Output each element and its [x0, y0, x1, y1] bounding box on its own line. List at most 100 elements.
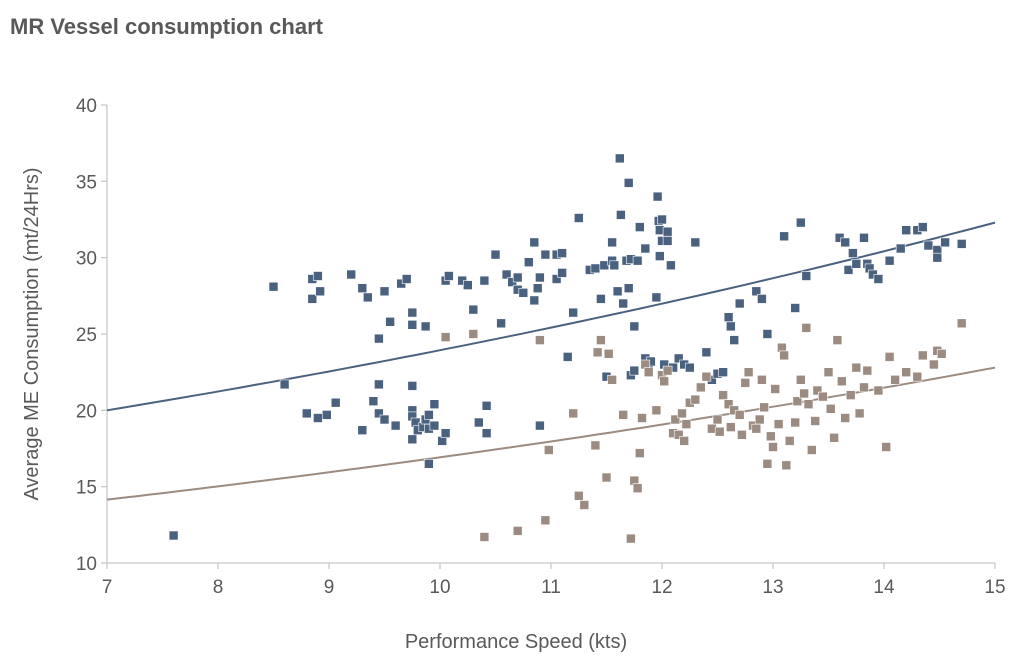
data-point: [862, 365, 873, 376]
y-axis-title: Average ME Consumption (mt/24Hrs): [21, 167, 43, 500]
data-point: [718, 367, 728, 378]
data-point: [657, 214, 667, 225]
data-point: [379, 414, 390, 425]
data-point: [301, 408, 312, 419]
data-point: [723, 312, 734, 323]
data-point: [734, 298, 745, 309]
data-point: [279, 379, 290, 390]
data-point: [662, 236, 673, 246]
data-point: [681, 419, 692, 429]
data-point: [440, 332, 451, 342]
data-point: [535, 420, 545, 431]
data-point: [812, 385, 823, 396]
data-point: [607, 237, 617, 248]
data-point: [614, 153, 625, 164]
data-point: [651, 292, 662, 303]
data-point: [479, 275, 490, 286]
data-point: [368, 396, 379, 407]
data-point: [734, 410, 745, 420]
y-tick-label: 30: [76, 249, 97, 270]
data-point: [662, 365, 673, 376]
data-point: [743, 367, 754, 378]
data-point: [873, 274, 884, 284]
data-point: [801, 271, 812, 281]
x-tick-label: 11: [541, 577, 561, 598]
data-point: [601, 472, 612, 483]
data-point: [623, 178, 634, 188]
data-point: [590, 263, 601, 274]
y-tick-label: 20: [76, 401, 97, 422]
data-point: [512, 526, 523, 536]
data-point: [462, 280, 473, 290]
data-point: [666, 260, 676, 271]
data-point: [901, 367, 912, 378]
data-point: [725, 422, 736, 432]
data-point: [825, 403, 836, 414]
data-point: [654, 251, 665, 261]
data-point: [618, 410, 629, 420]
data-point: [751, 423, 762, 434]
data-point: [374, 408, 384, 419]
data-point: [917, 350, 928, 361]
data-point: [956, 239, 967, 249]
data-point: [884, 255, 895, 266]
data-point: [848, 248, 858, 258]
x-tick-label: 15: [984, 577, 1005, 598]
data-point: [401, 274, 412, 284]
x-axis-title: Performance Speed (kts): [405, 631, 627, 653]
data-point: [751, 286, 762, 297]
data-point: [690, 237, 701, 248]
data-point: [626, 533, 636, 544]
data-point: [632, 255, 643, 266]
data-point: [632, 483, 643, 494]
data-point: [714, 426, 725, 437]
data-point: [535, 272, 545, 283]
data-point: [634, 448, 645, 458]
data-point: [784, 436, 795, 446]
data-point: [444, 271, 454, 281]
data-point: [859, 233, 869, 243]
data-point: [662, 226, 673, 237]
data-point: [901, 225, 912, 235]
data-point: [795, 217, 806, 228]
data-point: [836, 376, 847, 387]
trendline-series-a: [106, 221, 996, 412]
data-point: [759, 402, 769, 413]
data-point: [932, 252, 943, 263]
data-point: [884, 352, 895, 362]
data-point: [562, 352, 573, 362]
chart-title: MR Vessel consumption chart: [10, 14, 323, 39]
data-point: [845, 390, 856, 400]
data-point: [873, 385, 884, 396]
data-point: [629, 365, 640, 376]
data-point: [695, 382, 706, 393]
data-point: [829, 432, 839, 443]
data-point: [551, 274, 562, 284]
data-point: [936, 348, 947, 359]
data-point: [330, 397, 341, 408]
data-point: [806, 445, 817, 455]
data-point: [670, 414, 681, 425]
data-point: [652, 191, 663, 202]
data-point: [651, 405, 662, 416]
x-tick-label: 9: [324, 577, 335, 598]
data-point: [765, 431, 776, 442]
data-point: [532, 283, 543, 294]
data-point: [523, 257, 534, 268]
data-point: [362, 292, 373, 303]
data-point: [768, 442, 778, 452]
data-point: [429, 399, 440, 410]
data-point: [616, 210, 626, 220]
data-point: [773, 419, 784, 429]
data-point: [321, 410, 332, 420]
data-point: [429, 420, 440, 431]
data-point: [479, 532, 490, 542]
data-point: [612, 286, 623, 297]
data-point: [723, 399, 734, 410]
data-point: [473, 417, 484, 428]
data-point: [890, 374, 900, 385]
data-point: [313, 413, 323, 423]
data-point: [677, 408, 687, 419]
axes: 10 15 20 25 30 35 40 7 8 9 10 11 12 13 14 15: [76, 96, 1006, 598]
data-point: [659, 376, 670, 387]
